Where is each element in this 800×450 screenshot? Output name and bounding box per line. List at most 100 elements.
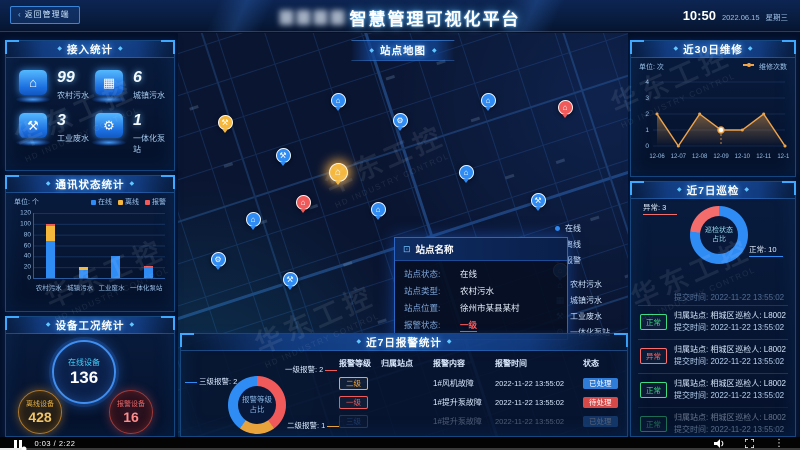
line-legend[interactable]: 维修次数 (743, 62, 787, 72)
diamond-icon: ◆ (744, 187, 750, 193)
alarm-content: 1#提升泵故障 (433, 417, 482, 426)
donut-label-二级报警: 二级报警: 1 (287, 420, 341, 431)
progress-handle[interactable] (21, 446, 27, 450)
svg-text:12-08: 12-08 (692, 154, 708, 160)
map-pin-house-icon[interactable]: ⌂ (480, 93, 496, 108)
alarm-level-badge: 三级 (339, 414, 368, 429)
bar-segment-在线 (144, 267, 154, 278)
fullscreen-icon[interactable] (745, 439, 754, 448)
diamond-icon: ◆ (356, 339, 362, 345)
volume-icon[interactable] (714, 439, 725, 448)
svg-text:1: 1 (645, 127, 649, 134)
alarm-level-badge: 一级 (339, 395, 368, 410)
back-button[interactable]: ‹ 返回管理端 (10, 6, 80, 24)
diamond-icon: ◆ (45, 322, 51, 328)
svg-text:12-06: 12-06 (649, 154, 665, 160)
map-pin-factory-icon[interactable]: ⚒ (530, 193, 546, 208)
unit-label: 单位: 个 (14, 199, 39, 206)
map-pin-house-icon[interactable]: ⌂ (557, 100, 573, 115)
alarm-status-badge: 已处理 (583, 377, 618, 390)
line-marker-icon (743, 62, 754, 67)
pause-button[interactable] (14, 439, 22, 448)
stat-value: 99 (57, 69, 75, 86)
video-controls-bar: 0:03 / 2:22 ⋮ (0, 437, 800, 450)
map-pin-house-icon[interactable]: ⌂ (458, 165, 474, 180)
alarm-table-header: 报警等级 归属站点 报警内容 报警时间 状态 (339, 359, 599, 368)
svg-text:3: 3 (645, 95, 649, 102)
svg-text:0: 0 (645, 143, 649, 150)
alarm-content: 1#提升泵故障 (433, 398, 482, 407)
map-pin-factory-icon[interactable]: ⚒ (217, 115, 233, 130)
station-text: 归属站点: 相城区 (674, 379, 735, 388)
device-status-panel: ◆ 设备工况统计 ◆ 在线设备 136 离线设备 428 报警设备 16 (5, 316, 175, 437)
map-pin-house-icon[interactable]: ⌂ (295, 195, 311, 210)
map-pin-pump-icon[interactable]: ⚙ (392, 113, 408, 128)
diamond-icon: ◆ (57, 46, 62, 52)
chevron-left-icon: ‹ (18, 10, 22, 19)
submit-time-text: 提交时间: 2022-11-22 13:55:02 (674, 391, 785, 400)
marker-icon: ⊡ (403, 243, 411, 254)
alarm-table-row: 三级 1#提升泵故障 2022-11-22 13:55:02 已处理 (339, 412, 619, 431)
popup-label: 报警状态: (404, 319, 441, 330)
offline-devices-circle: 离线设备 428 (18, 390, 62, 434)
redacted-block (313, 10, 328, 25)
popup-row: 站点状态: 在线 (395, 265, 567, 282)
svg-text:12-09: 12-09 (713, 154, 729, 160)
factory-icon: ⚒ (19, 113, 47, 138)
diamond-icon: ◆ (129, 181, 135, 187)
popup-label: 站点位置: (404, 302, 441, 313)
popup-label: 站点类型: (404, 285, 441, 296)
map-pin-house-icon[interactable]: ⌂ (330, 93, 346, 108)
map-pin-pump-icon[interactable]: ⚙ (210, 252, 226, 267)
legend-item-在线[interactable]: 在线 (91, 197, 112, 207)
y-axis-tick: 40 (23, 252, 31, 260)
map-pin-house-icon[interactable]: ⌂ (328, 163, 348, 182)
station-popup: ⊡ 站点名称 站点状态: 在线 站点类型: 农村污水 站点位置: 徐州市某县某村 报警状态:… (394, 237, 568, 340)
diamond-icon: ◆ (432, 47, 437, 54)
alarm-level-donut: 报警等级 占比 (228, 376, 286, 434)
legend-item-报警[interactable]: 报警 (145, 197, 166, 207)
line-chart: 0 1 2 3 4 12-06 12-07 12-08 12-09 12-10 12-11 12-12 (645, 79, 793, 160)
clock-weekday: 星期三 (765, 13, 789, 22)
inspection-status-badge: 异常 (640, 348, 667, 364)
callout-line (185, 381, 197, 383)
map-pin-house-icon[interactable]: ⌂ (245, 212, 261, 227)
inspection-row[interactable]: 正常 归属站点: 相城区 巡检人: L8002 提交时间: 2022-11-22 13… (638, 305, 788, 339)
status-dot-icon (555, 226, 560, 231)
access-stat-item: ⌂ 99 农村污水 (16, 69, 90, 103)
unit-label: 单位: 次 (639, 64, 664, 71)
panel-header: ◆ 近7日报警统计 ◆ (181, 334, 627, 351)
legend-item-离线[interactable]: 离线 (118, 197, 139, 207)
alarm-status-badge: 已处理 (583, 415, 618, 428)
submit-time-text: 提交时间: 2022-11-22 13:55:02 (674, 357, 785, 366)
svg-text:12-12: 12-12 (777, 154, 789, 160)
station-text: 归属站点: 相城区 (674, 311, 735, 320)
popup-label: 站点状态: (404, 268, 441, 279)
stat-label: 工业废水 (57, 133, 89, 143)
popup-value: 农村污水 (460, 285, 495, 296)
alarm-devices-circle: 报警设备 16 (109, 390, 153, 434)
y-axis-tick: 20 (23, 263, 31, 271)
page-title: 智慧管理可视化平台 (279, 5, 521, 30)
inspection-status-badge: 正常 (640, 314, 667, 330)
popup-value: 一级 (460, 319, 478, 332)
inspection-list[interactable]: 提交时间: 2022-11-22 13:55:02 正常 归属站点: 相城区 巡检人:… (638, 292, 788, 435)
inspection-row[interactable]: 正常 归属站点: 相城区 巡检人: L8002 提交时间: 2022-11-22 13… (638, 373, 788, 407)
bar-一体化泵站 (144, 266, 154, 278)
map-pin-factory-icon[interactable]: ⚒ (275, 148, 291, 163)
inspection-row[interactable]: 异常 归属站点: 相城区 巡检人: L8002 提交时间: 2022-11-22 13… (638, 339, 788, 373)
map-legend-status-在线: 在线 (555, 223, 610, 234)
inspection-row[interactable]: 正常 归属站点: 相城区 巡检人: L8002 提交时间: 2022-11-22 13… (638, 407, 788, 435)
y-axis-tick: 0 (27, 274, 31, 282)
video-progress-bar[interactable] (0, 446, 800, 450)
map-pin-house-icon[interactable]: ⌂ (370, 202, 386, 217)
map-pin-factory-icon[interactable]: ⚒ (282, 272, 298, 287)
svg-text:2: 2 (645, 111, 649, 118)
svg-text:12-07: 12-07 (671, 154, 687, 160)
popup-row: 站点位置: 徐州市某县某村 (395, 299, 567, 316)
inspection-status-badge: 正常 (640, 416, 667, 432)
stat-value: 6 (133, 69, 142, 86)
svg-text:12-11: 12-11 (756, 154, 772, 160)
submit-time-text: 提交时间: 2022-11-22 13:55:02 (674, 425, 785, 434)
inspector-text: 巡检人: L8002 (735, 311, 786, 320)
